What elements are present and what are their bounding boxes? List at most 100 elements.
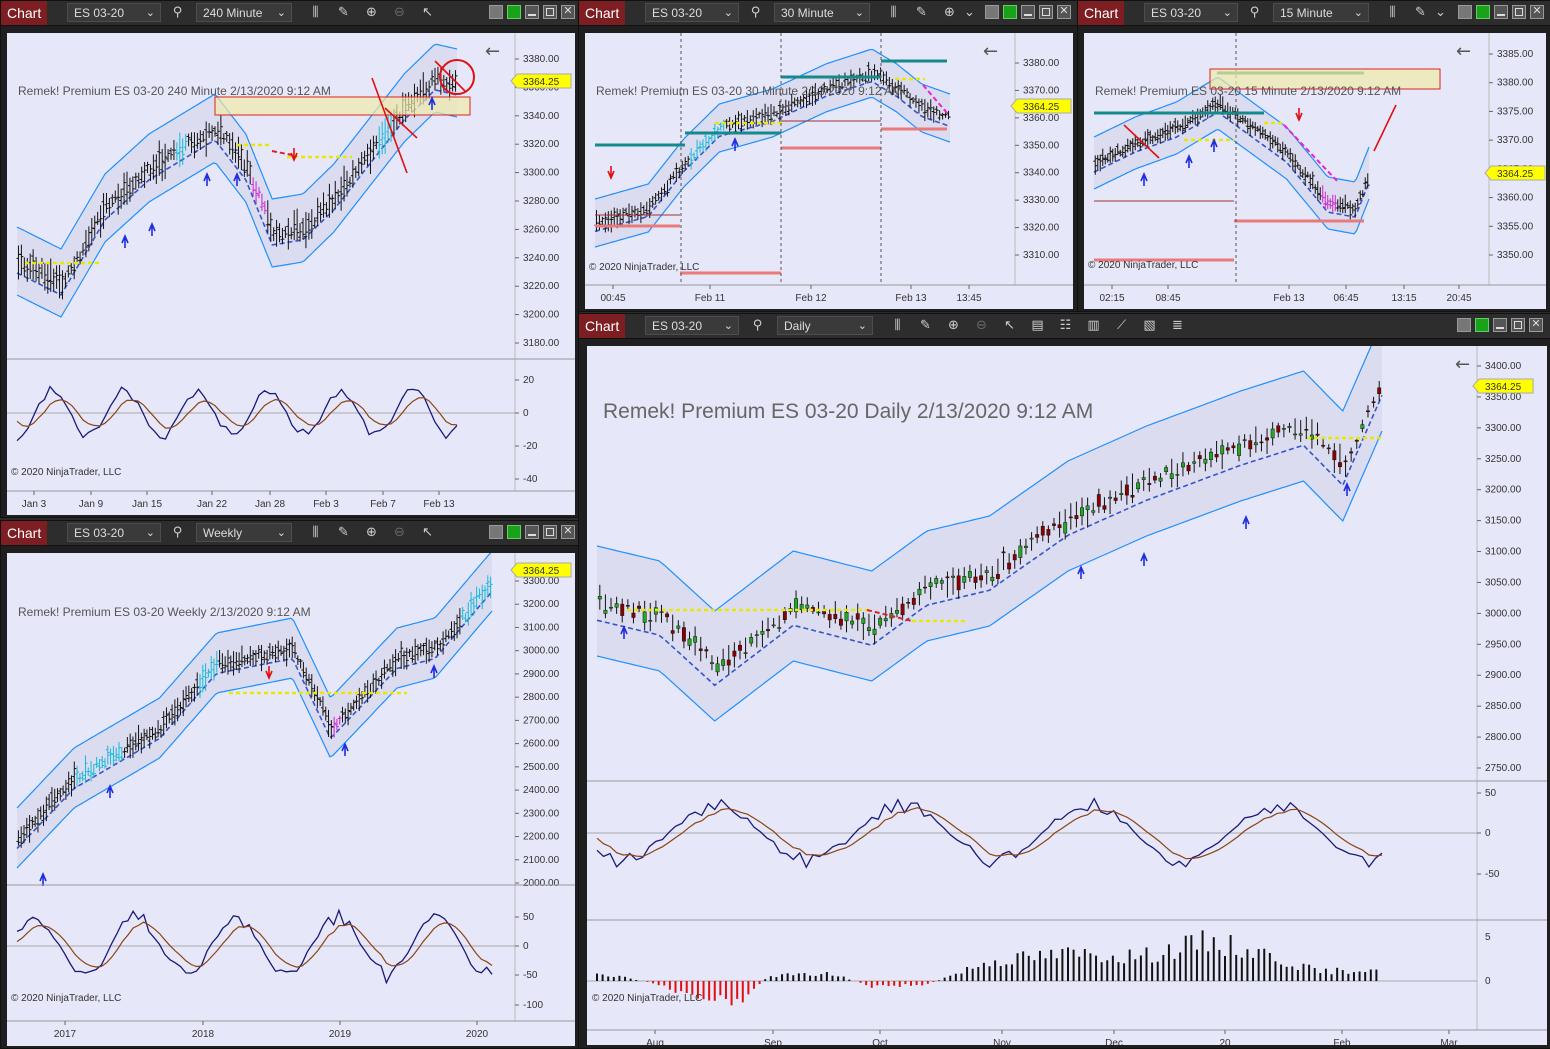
- candle-body: [923, 586, 927, 589]
- maximize-button[interactable]: [543, 5, 557, 19]
- interval-selector[interactable]: 240 Minute ⌄: [196, 3, 292, 22]
- search-icon[interactable]: ⚲: [750, 5, 761, 20]
- search-icon[interactable]: ⚲: [752, 318, 763, 333]
- oscillator-tick-label: -20: [523, 441, 538, 452]
- chevron-down-icon[interactable]: ⌄: [964, 5, 975, 20]
- zoom-out-icon[interactable]: ⊖: [394, 525, 405, 540]
- link-color-button[interactable]: [507, 525, 521, 539]
- pointer-icon[interactable]: ↖: [1004, 318, 1015, 333]
- instrument-selector[interactable]: ES 03-20 ⌄: [645, 316, 739, 335]
- maximize-button[interactable]: [1511, 318, 1525, 332]
- pointer-icon[interactable]: ↖: [422, 5, 433, 20]
- drawing-tool-icon[interactable]: ✎: [338, 525, 349, 540]
- link-color-button[interactable]: [507, 5, 521, 19]
- bar-type-icon[interactable]: ⫼: [890, 5, 897, 20]
- link-color-button[interactable]: [1003, 5, 1017, 19]
- pointer-icon[interactable]: ↖: [422, 525, 433, 540]
- zoom-in-icon[interactable]: ⊕: [944, 5, 955, 20]
- chart-plot-area[interactable]: 3385.003380.003375.003370.003365.003360.…: [1084, 33, 1546, 309]
- candle-body: [878, 617, 883, 626]
- bollinger-band-fill: [595, 49, 950, 247]
- chart-menu-button[interactable]: Chart: [1, 521, 48, 545]
- bar-type-icon[interactable]: ⫼: [312, 525, 319, 540]
- chart-plot-area[interactable]: 3300.00 3200.00 3100.00 3000.00 2900.00 2800.…: [7, 553, 575, 1046]
- drawing-tool-icon[interactable]: ✎: [1415, 5, 1426, 20]
- instrument-selector[interactable]: ES 03-20 ⌄: [1144, 3, 1238, 22]
- close-button[interactable]: [561, 524, 575, 539]
- minimize-button[interactable]: [525, 5, 539, 19]
- window-gray-button[interactable]: [489, 5, 503, 19]
- chart-window-30min[interactable]: Chart ES 03-20 ⌄ ⚲ 30 Minute ⌄ ⫼ ✎ ⊕ ⌄ 338…: [578, 0, 1078, 312]
- bar-type-icon[interactable]: ⫼: [312, 5, 319, 20]
- properties-icon[interactable]: ☷: [1059, 318, 1072, 333]
- histogram-tick-label: 5: [1485, 932, 1491, 943]
- drawing-tool-icon[interactable]: ✎: [920, 318, 931, 333]
- window-gray-button[interactable]: [985, 5, 999, 19]
- candle-body: [967, 571, 972, 578]
- data-box-icon[interactable]: ▤: [1031, 318, 1044, 333]
- chart-window-240min[interactable]: Chart ES 03-20 ⌄ ⚲ 240 Minute ⌄ ⫼ ✎ ⊕ ⊖ ↖ …: [0, 0, 579, 518]
- interval-selector[interactable]: 15 Minute ⌄: [1273, 3, 1369, 22]
- back-arrow-icon[interactable]: ←: [1456, 41, 1472, 62]
- chevron-down-icon: ⌄: [276, 7, 286, 19]
- close-button[interactable]: [1057, 4, 1071, 19]
- up-arrow-icon: [203, 171, 211, 186]
- maximize-button[interactable]: [543, 525, 557, 539]
- chart-plot-area[interactable]: 3380.00 3370.00 3360.00 3350.00 3340.00 3330.…: [585, 33, 1073, 309]
- candle-body: [754, 634, 759, 636]
- maximize-button[interactable]: [1512, 5, 1526, 19]
- back-arrow-icon[interactable]: ←: [485, 41, 501, 62]
- chart-menu-button[interactable]: Chart: [1078, 1, 1125, 25]
- zoom-in-icon[interactable]: ⊕: [366, 525, 377, 540]
- drawing-tool-icon[interactable]: ✎: [338, 5, 349, 20]
- close-button[interactable]: [1529, 317, 1543, 332]
- back-arrow-icon[interactable]: ←: [983, 41, 999, 62]
- drawing-tool-icon[interactable]: ✎: [916, 5, 927, 20]
- chart-plot-area[interactable]: 3400.00 3350.00 3300.00 3250.00 3200.00 3150.…: [587, 346, 1547, 1045]
- chart-window-weekly[interactable]: Chart ES 03-20 ⌄ ⚲ Weekly ⌄ ⫼ ✎ ⊕ ⊖ ↖ 3300…: [0, 520, 579, 1049]
- back-arrow-icon[interactable]: ←: [1455, 354, 1471, 375]
- window-gray-button[interactable]: [1458, 5, 1472, 19]
- zoom-in-icon[interactable]: ⊕: [366, 5, 377, 20]
- instrument-selector[interactable]: ES 03-20 ⌄: [67, 3, 161, 22]
- search-icon[interactable]: ⚲: [172, 525, 183, 540]
- chevron-down-icon[interactable]: ⌄: [1435, 5, 1446, 20]
- chart-window-daily[interactable]: Chart ES 03-20 ⌄ ⚲ Daily ⌄ ⫼ ✎ ⊕ ⊖ ↖ ▤ ☷ ▥…: [578, 313, 1550, 1049]
- chevron-down-icon: ⌄: [857, 320, 867, 332]
- bar-type-icon[interactable]: ⫼: [894, 318, 901, 333]
- maximize-button[interactable]: [1039, 5, 1053, 19]
- link-color-button[interactable]: [1475, 318, 1489, 332]
- list-icon[interactable]: ≣: [1172, 318, 1183, 333]
- chart-plot-area[interactable]: 3380.003360.003340.003320.003300.003280.…: [7, 33, 575, 515]
- window-gray-button[interactable]: [1457, 318, 1471, 332]
- instrument-selector[interactable]: ES 03-20 ⌄: [645, 3, 739, 22]
- minimize-button[interactable]: [1493, 318, 1507, 332]
- search-icon[interactable]: ⚲: [1249, 5, 1260, 20]
- zoom-in-icon[interactable]: ⊕: [948, 318, 959, 333]
- instrument-selector[interactable]: ES 03-20 ⌄: [67, 523, 161, 542]
- minimize-button[interactable]: [1494, 5, 1508, 19]
- interval-selector[interactable]: Daily ⌄: [777, 316, 873, 335]
- search-icon[interactable]: ⚲: [172, 5, 183, 20]
- strategies-icon[interactable]: ▥: [1087, 318, 1100, 333]
- minimize-button[interactable]: [525, 525, 539, 539]
- indicators-icon[interactable]: ⟋: [1116, 318, 1127, 333]
- minimize-button[interactable]: [1021, 5, 1035, 19]
- chart-menu-button[interactable]: Chart: [579, 314, 626, 338]
- window-gray-button[interactable]: [489, 525, 503, 539]
- close-button[interactable]: [1530, 4, 1544, 19]
- candle-body: [1326, 447, 1331, 450]
- zoom-out-icon[interactable]: ⊖: [394, 5, 405, 20]
- zoom-out-icon[interactable]: ⊖: [976, 318, 987, 333]
- templates-icon[interactable]: ▧: [1143, 318, 1156, 333]
- chart-window-15min[interactable]: Chart ES 03-20 ⌄ ⚲ 15 Minute ⌄ ⫼ ✎ ⌄ 3385.…: [1077, 0, 1550, 312]
- y-tick-label: 3100.00: [523, 622, 560, 633]
- link-color-button[interactable]: [1476, 5, 1490, 19]
- interval-selector[interactable]: Weekly ⌄: [196, 523, 292, 542]
- candle-body: [799, 603, 804, 611]
- chart-menu-button[interactable]: Chart: [1, 1, 48, 25]
- chart-menu-button[interactable]: Chart: [579, 1, 626, 25]
- interval-selector[interactable]: 30 Minute ⌄: [774, 3, 870, 22]
- close-button[interactable]: [561, 4, 575, 19]
- bar-type-icon[interactable]: ⫼: [1389, 5, 1396, 20]
